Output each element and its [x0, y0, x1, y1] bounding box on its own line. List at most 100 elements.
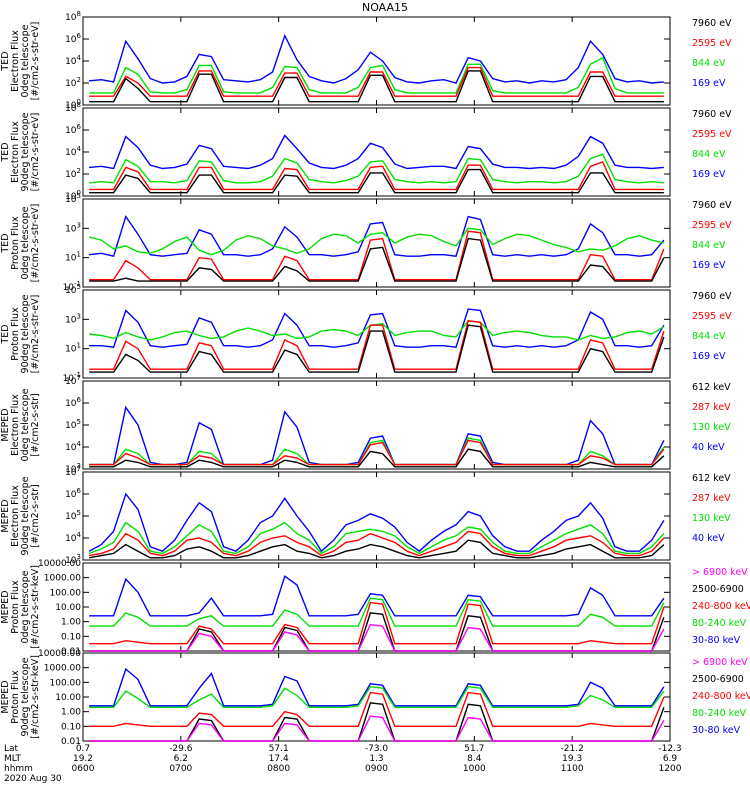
x-tick-label-lat: 51.7	[464, 744, 484, 754]
series-line-30-80-keV	[89, 667, 665, 707]
series-line-7960-eV	[89, 168, 664, 194]
panel-6: 103 104 105 106 107 MEPED Electron Flux 90deg t…	[0, 465, 731, 566]
panel-8: 0.01 0.10 1.00 10.00 100.00 1000.00 10000.00 ME…	[0, 649, 750, 747]
legend-entry: 2500-6900	[692, 584, 744, 595]
xrow-label-hhmm: hhmm	[4, 764, 33, 774]
y-tick-label: 10000.00	[38, 649, 81, 659]
x-tick-label-mlt: 6.9	[663, 754, 678, 764]
series-line-169-eV	[89, 215, 665, 258]
legend-entry: > 6900 keV	[692, 657, 748, 668]
y-axis-label-line: [#/cm2-s-str-eV]	[30, 295, 41, 374]
y-tick-label: 107	[65, 374, 81, 387]
legend-entry: 240-800 keV	[692, 691, 750, 702]
xrow-label-mlt: MLT	[4, 754, 22, 764]
series-line-240-800-keV	[89, 691, 665, 727]
y-axis-label-line: Proton Flux	[10, 670, 21, 724]
legend-entry: 2500-6900	[692, 674, 744, 685]
legend-entry: 7960 eV	[692, 109, 732, 120]
y-axis-label-line: MEPED	[0, 680, 11, 713]
y-tick-label: 1000.00	[44, 664, 81, 674]
y-tick-label: 100.00	[50, 678, 82, 688]
x-tick-label-lat: -29.6	[169, 744, 193, 754]
series-line-40-keV	[89, 405, 665, 466]
y-tick-label: 10.00	[55, 693, 81, 703]
panel-3: 10-1 101 103 105 TED Proton Flux 0deg telescop…	[0, 192, 732, 293]
series-line-2500-6900	[89, 702, 665, 742]
legend-entry: 169 eV	[692, 260, 726, 271]
legend-entry: 80-240 keV	[692, 618, 747, 629]
panel-5: 103 104 105 106 107 MEPED Electron Flux 0deg te…	[0, 374, 731, 475]
y-axis-label-line: 0deg telescope	[20, 570, 31, 643]
y-tick-label: 0.10	[61, 632, 81, 642]
y-axis-label-line: [#/cm2-s-str-keV]	[30, 655, 41, 739]
y-tick-label: 103	[65, 221, 81, 234]
panel-7: 0.01 0.10 1.00 10.00 100.00 1000.00 10000.00 ME…	[0, 559, 750, 657]
legend-entry: 7960 eV	[692, 200, 732, 211]
y-tick-label: 1.00	[61, 708, 81, 718]
series-line-844-eV	[89, 320, 665, 341]
legend-entry: 240-800 keV	[692, 601, 750, 612]
series-line-2500-6900	[89, 612, 665, 652]
y-axis-label-line: Proton Flux	[10, 307, 21, 361]
series-line-2595-eV	[89, 230, 665, 281]
series-line-6900-keV	[89, 715, 665, 742]
legend-entry: 169 eV	[692, 169, 726, 180]
x-tick-label-lat: -12.3	[658, 744, 681, 754]
x-tick-label-time: 1200	[659, 764, 682, 774]
series-line-287-keV	[89, 439, 665, 466]
y-axis-label-line: 0deg telescope	[20, 206, 31, 279]
x-tick-label-time: 1100	[561, 764, 584, 774]
y-axis-label-line: 90deg telescope	[20, 112, 31, 191]
y-tick-label: 1.00	[61, 618, 81, 628]
y-axis-label-line: [#/cm2-s-str-eV]	[30, 22, 41, 101]
y-tick-label: 102	[65, 76, 81, 89]
legend-entry: 2595 eV	[692, 311, 732, 322]
legend-entry: 287 keV	[692, 402, 731, 413]
series-line-80-240-keV	[89, 597, 665, 627]
y-axis-label-line: 90deg telescope	[20, 657, 31, 736]
series-line-844-eV	[89, 153, 664, 184]
legend-entry: 7960 eV	[692, 18, 732, 29]
y-tick-label: 100.00	[50, 588, 82, 598]
series-line-612-keV	[89, 448, 665, 468]
legend-entry: 844 eV	[692, 58, 726, 69]
y-tick-label: 105	[65, 509, 81, 522]
legend-entry: 30-80 keV	[692, 635, 741, 646]
legend-entry: 2595 eV	[692, 38, 732, 49]
legend-entry: 287 keV	[692, 493, 731, 504]
y-tick-label: 0.10	[61, 722, 81, 732]
legend-entry: > 6900 keV	[692, 567, 748, 578]
series-line-7960-eV	[89, 70, 664, 103]
y-tick-label: 101	[65, 342, 81, 355]
legend-entry: 130 keV	[692, 422, 731, 433]
y-axis-label-line: TED	[0, 324, 11, 344]
x-tick-label-mlt: 17.4	[269, 754, 289, 764]
y-tick-label: 104	[65, 440, 81, 453]
y-axis-label-line: Proton Flux	[10, 216, 21, 270]
y-tick-label: 106	[65, 487, 81, 500]
series-line-80-240-keV	[89, 685, 665, 708]
series-line-2595-eV	[89, 161, 664, 191]
y-tick-label: 106	[65, 396, 81, 409]
series-line-6900-keV	[89, 623, 665, 652]
y-tick-label: 104	[65, 531, 81, 544]
legend-entry: 80-240 keV	[692, 708, 747, 719]
x-tick-label-mlt: 8.4	[467, 754, 482, 764]
legend-entry: 40 keV	[692, 442, 725, 453]
panel-4: 10-1 101 103 105 TED Proton Flux 90deg telesco…	[0, 283, 732, 384]
y-axis-label-line: Electron Flux	[10, 121, 21, 183]
legend-entry: 169 eV	[692, 78, 726, 89]
series-line-844-eV	[88, 227, 665, 256]
y-axis-label-line: Proton Flux	[10, 580, 21, 634]
x-tick-label-mlt: 19.3	[562, 754, 582, 764]
y-tick-label: 102	[65, 167, 81, 180]
legend-entry: 2595 eV	[692, 129, 732, 140]
y-axis-label-line: 0deg telescope	[20, 388, 31, 461]
legend-entry: 2595 eV	[692, 220, 732, 231]
y-axis-label-line: 90deg telescope	[20, 294, 31, 373]
series-line-7960-eV	[89, 324, 665, 373]
y-tick-label: 100	[65, 189, 81, 202]
x-tick-label-mlt: 19.2	[73, 754, 93, 764]
